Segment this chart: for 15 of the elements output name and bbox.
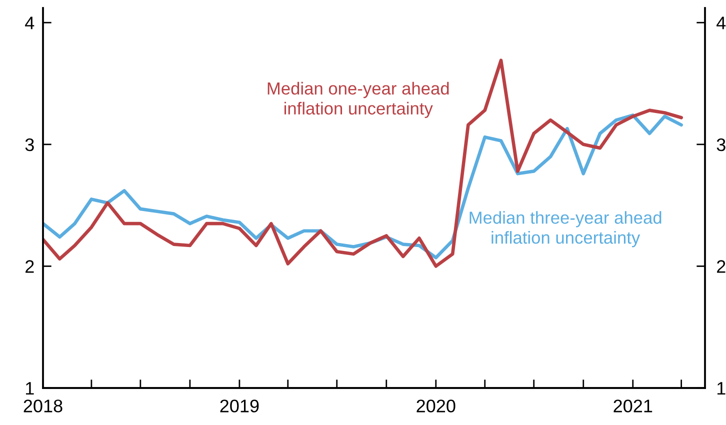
x-tick-label: 2019 (220, 400, 259, 412)
y2-tick-label: 2 (717, 260, 726, 273)
series-label: Median three-year ahead inflation uncertainty (470, 211, 662, 248)
x-tick-label: 2018 (24, 400, 62, 412)
series-label: Median one-year ahead inflation uncertainty (268, 82, 449, 118)
x-tick-label: 2020 (416, 400, 456, 412)
y-tick-label: 3 (25, 138, 34, 152)
x-tick-label: 2021 (614, 400, 652, 412)
y-tick-label: 1 (26, 382, 34, 395)
y2-tick-label: 3 (716, 138, 726, 152)
y2-tick-label: 4 (716, 16, 726, 30)
y2-tick-label: 1 (717, 382, 726, 395)
line-series (43, 58, 683, 268)
y-tick-label: 4 (25, 16, 34, 30)
y-tick-label: 2 (26, 260, 34, 273)
